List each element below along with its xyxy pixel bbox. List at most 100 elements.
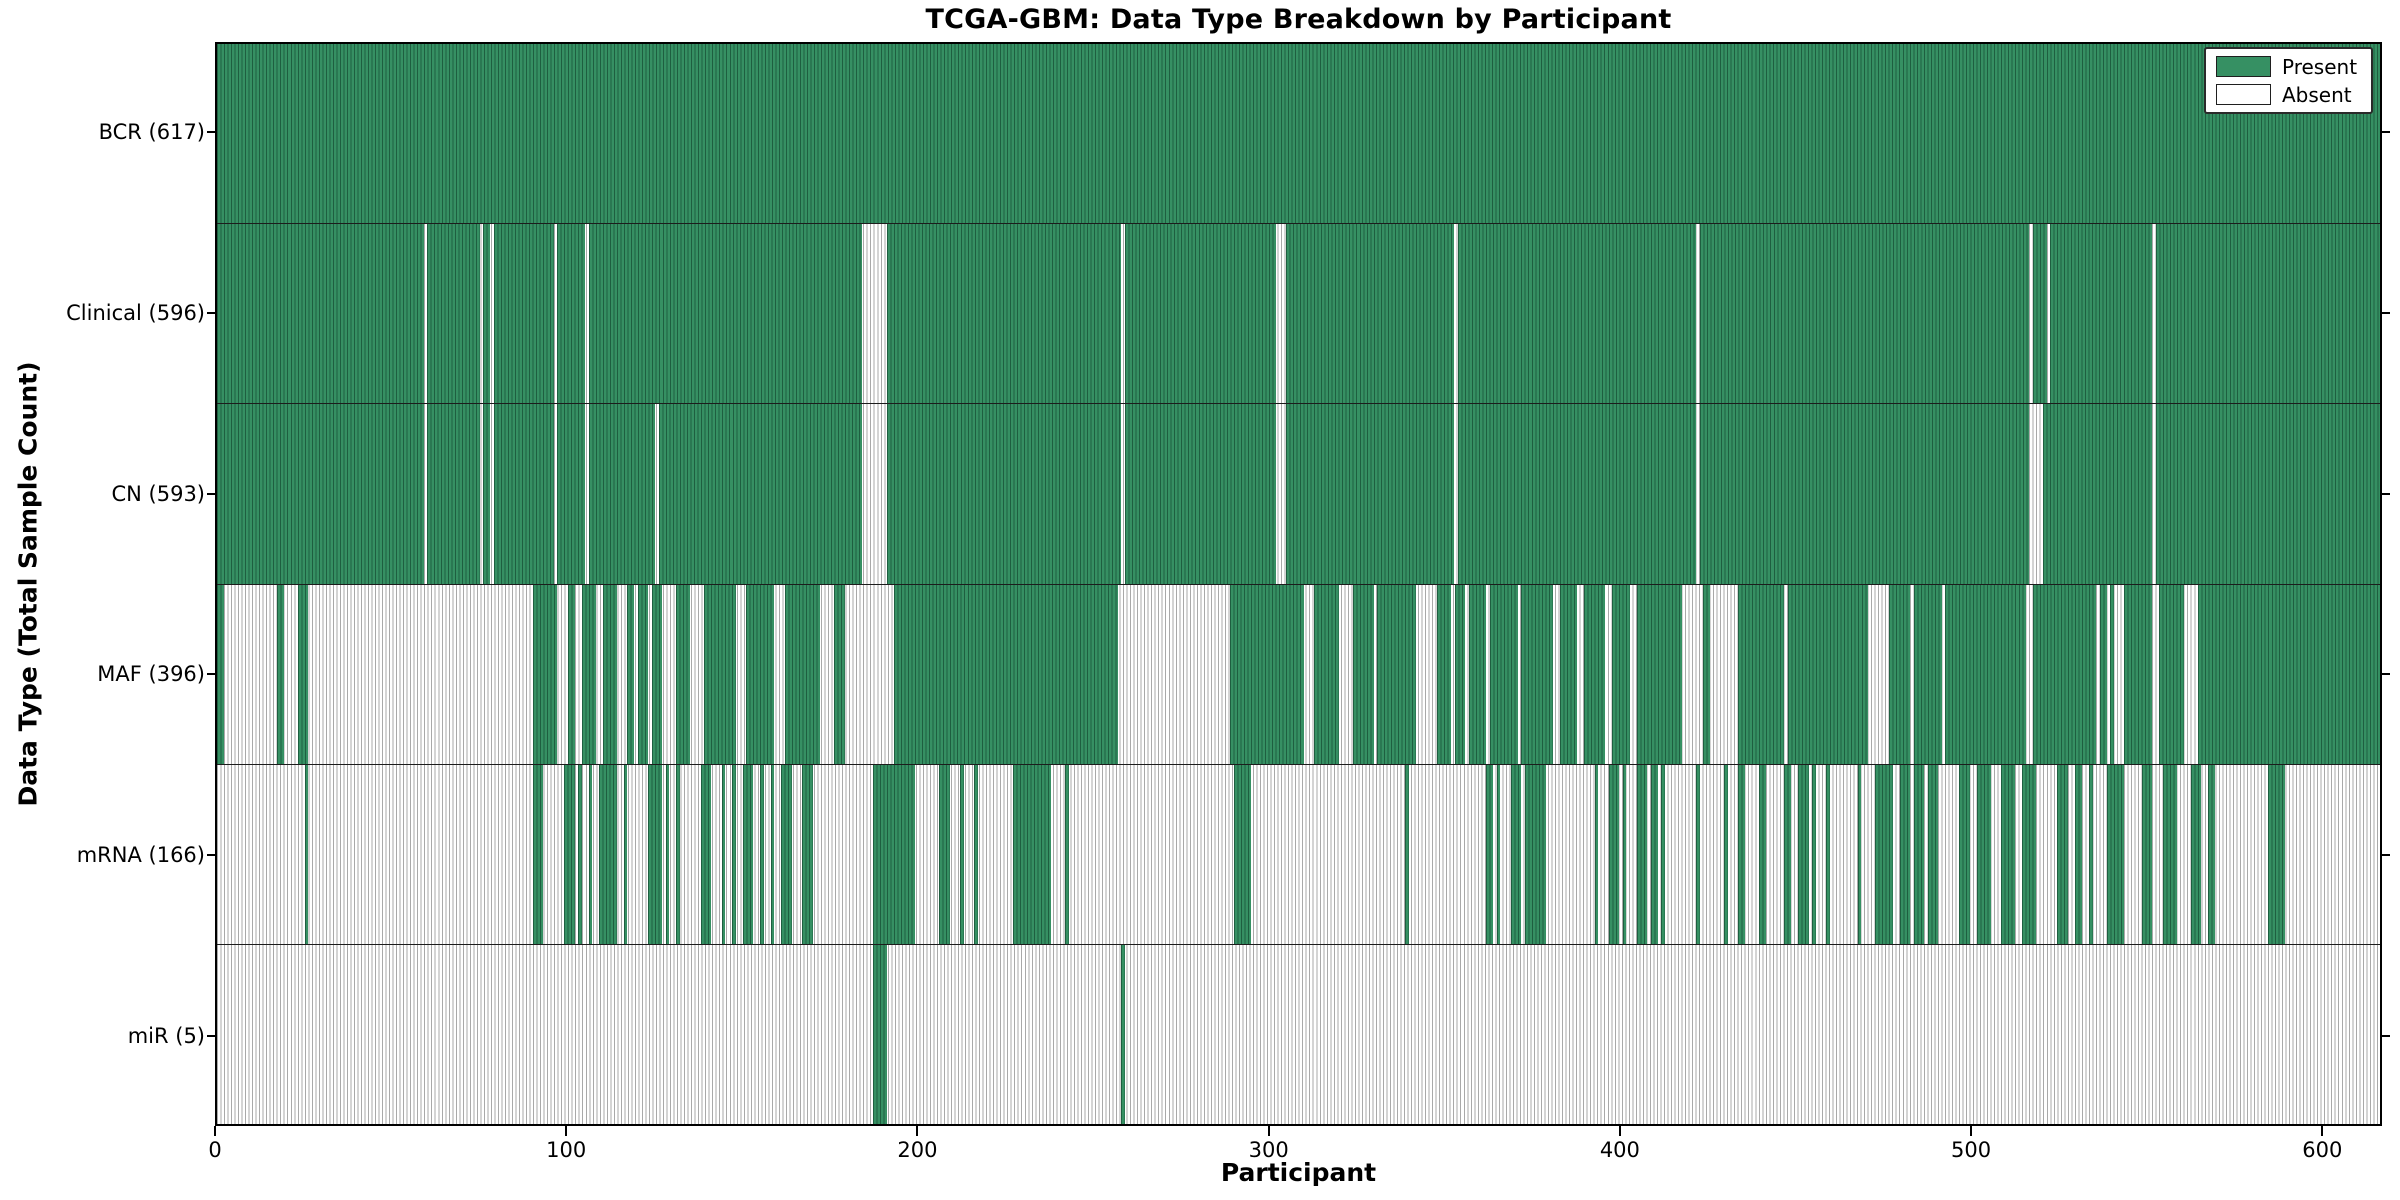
present-run-MAF	[893, 584, 1118, 764]
x-tick-label: 200	[897, 1138, 938, 1162]
present-run-MAF	[1436, 584, 1451, 764]
x-tick-label: 600	[2302, 1138, 2343, 1162]
present-run-MAF	[1787, 584, 1869, 764]
present-run-CN	[1458, 404, 1697, 584]
present-run-mRNA	[1233, 764, 1252, 944]
present-run-mRNA	[1496, 764, 1501, 944]
present-run-mRNA	[665, 764, 670, 944]
present-run-mRNA	[1622, 764, 1627, 944]
present-run-MAF	[2110, 584, 2114, 764]
legend-label-absent: Absent	[2282, 82, 2352, 107]
present-run-CN	[2155, 404, 2380, 584]
present-run-CN	[658, 404, 863, 584]
present-run-mRNA	[2075, 764, 2082, 944]
present-run-mRNA	[2089, 764, 2093, 944]
present-run-Clinical	[2032, 224, 2047, 404]
present-run-mRNA	[939, 764, 950, 944]
x-tick-mark	[565, 1126, 568, 1136]
present-run-mRNA	[1724, 764, 1728, 944]
chart-title: TCGA-GBM: Data Type Breakdown by Partici…	[925, 4, 1672, 35]
present-run-MAF	[1314, 584, 1339, 764]
present-run-CN	[493, 404, 554, 584]
x-axis-label: Participant	[1220, 1158, 1377, 1187]
present-run-CN	[557, 404, 586, 584]
present-run-mRNA	[1826, 764, 1830, 944]
present-run-MAF	[297, 584, 309, 764]
present-run-Clinical	[1699, 224, 2030, 404]
x-tick-mark	[214, 1126, 216, 1136]
present-run-CN	[1699, 404, 2030, 584]
present-run-mRNA	[2001, 764, 2016, 944]
present-run-mRNA	[760, 764, 764, 944]
present-run-MAF	[2159, 584, 2184, 764]
present-run-mRNA	[1594, 764, 1599, 944]
y-tick-mark-right	[2382, 673, 2390, 676]
present-run-MAF	[1377, 584, 1416, 764]
data-row-BCR	[217, 44, 2380, 224]
present-run-mRNA	[802, 764, 813, 944]
y-tick-label-CN: CN (593)	[111, 481, 205, 506]
x-tick-mark	[1970, 1126, 1973, 1136]
x-tick-label: 100	[546, 1138, 587, 1162]
present-run-CN	[1124, 404, 1276, 584]
present-run-mRNA	[623, 764, 628, 944]
present-run-mRNA	[974, 764, 978, 944]
present-run-MAF	[676, 584, 691, 764]
present-run-BCR	[217, 44, 2380, 224]
present-run-MAF	[1454, 584, 1466, 764]
present-run-MAF	[1945, 584, 2026, 764]
present-run-MAF	[1352, 584, 1374, 764]
present-run-Clinical	[886, 224, 1122, 404]
present-run-Clinical	[2050, 224, 2153, 404]
present-run-MAF	[532, 584, 558, 764]
present-run-MAF	[1559, 584, 1578, 764]
present-run-mRNA	[700, 764, 712, 944]
data-row-MAF	[217, 583, 2380, 764]
present-run-mRNA	[578, 764, 582, 944]
present-run-mRNA	[1650, 764, 1658, 944]
present-run-MAF	[833, 584, 845, 764]
present-run-CN	[588, 404, 656, 584]
present-run-Clinical	[427, 224, 480, 404]
present-run-CN	[483, 404, 491, 584]
present-run-mRNA	[2208, 764, 2216, 944]
present-run-Clinical	[2155, 224, 2380, 404]
present-run-mRNA	[1524, 764, 1546, 944]
present-run-mRNA	[1875, 764, 1893, 944]
present-run-MAF	[1738, 584, 1785, 764]
present-run-MAF	[1913, 584, 1942, 764]
present-run-CN	[1286, 404, 1455, 584]
y-tick-mark-right	[2382, 312, 2390, 314]
present-run-mRNA	[2106, 764, 2125, 944]
present-run-MAF	[276, 584, 284, 764]
legend-entry-absent: Absent	[2216, 84, 2357, 105]
present-run-mRNA	[732, 764, 736, 944]
present-swatch-icon	[2216, 56, 2271, 77]
present-run-MAF	[784, 584, 820, 764]
y-tick-mark-right	[2382, 1034, 2390, 1037]
present-run-mRNA	[770, 764, 775, 944]
present-run-mRNA	[1065, 764, 1069, 944]
present-run-mRNA	[1976, 764, 1991, 944]
present-run-MAF	[627, 584, 635, 764]
present-run-mRNA	[648, 764, 663, 944]
plot-area	[215, 42, 2382, 1126]
y-tick-mark	[207, 312, 215, 314]
y-tick-mark-right	[2382, 854, 2390, 856]
present-run-CN	[217, 404, 424, 584]
present-run-mRNA	[1405, 764, 1409, 944]
present-run-MAF	[1612, 584, 1630, 764]
present-run-mRNA	[564, 764, 575, 944]
present-run-mRNA	[2162, 764, 2177, 944]
present-run-mRNA	[588, 764, 593, 944]
present-run-mRNA	[1798, 764, 1809, 944]
present-run-mRNA	[1012, 764, 1052, 944]
present-run-MAF	[1521, 584, 1553, 764]
x-tick-mark	[2321, 1126, 2324, 1136]
present-run-mRNA	[1486, 764, 1494, 944]
present-run-MAF	[1889, 584, 1911, 764]
present-run-mRNA	[1927, 764, 1939, 944]
present-run-MAF	[1584, 584, 1606, 764]
present-run-MAF	[2124, 584, 2153, 764]
y-tick-label-BCR: BCR (617)	[98, 120, 205, 145]
